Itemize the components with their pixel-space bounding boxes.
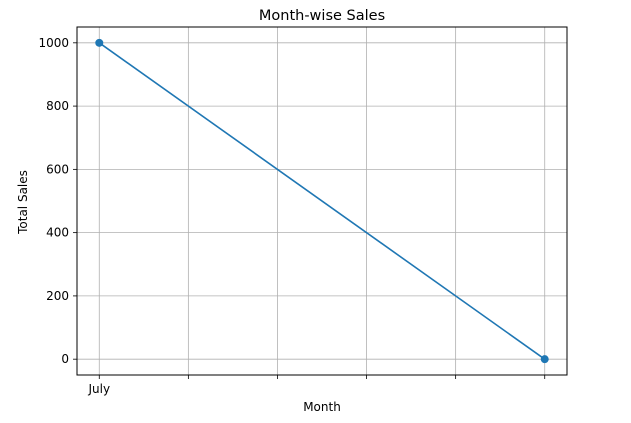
data-point: [95, 38, 104, 47]
y-tick-label: 400: [46, 226, 69, 240]
y-tick-label: 600: [46, 162, 69, 176]
y-tick-label: 800: [46, 99, 69, 113]
series-layer: [95, 38, 549, 364]
plot-frame: [76, 26, 568, 376]
y-tick-label: 1000: [38, 36, 69, 50]
data-point: [540, 355, 549, 364]
y-tick-label: 0: [61, 352, 69, 366]
x-tick-label: July: [87, 382, 110, 396]
chart-title: Month-wise Sales: [259, 8, 385, 24]
series-line: [98, 42, 546, 360]
grid-lines: [77, 27, 567, 375]
y-tick-label: 200: [46, 289, 69, 303]
axis-ticks: July 0 200 400 600 800 1000: [38, 36, 546, 396]
x-axis-label: Month: [303, 400, 341, 414]
y-axis-label: Total Sales: [16, 170, 30, 235]
